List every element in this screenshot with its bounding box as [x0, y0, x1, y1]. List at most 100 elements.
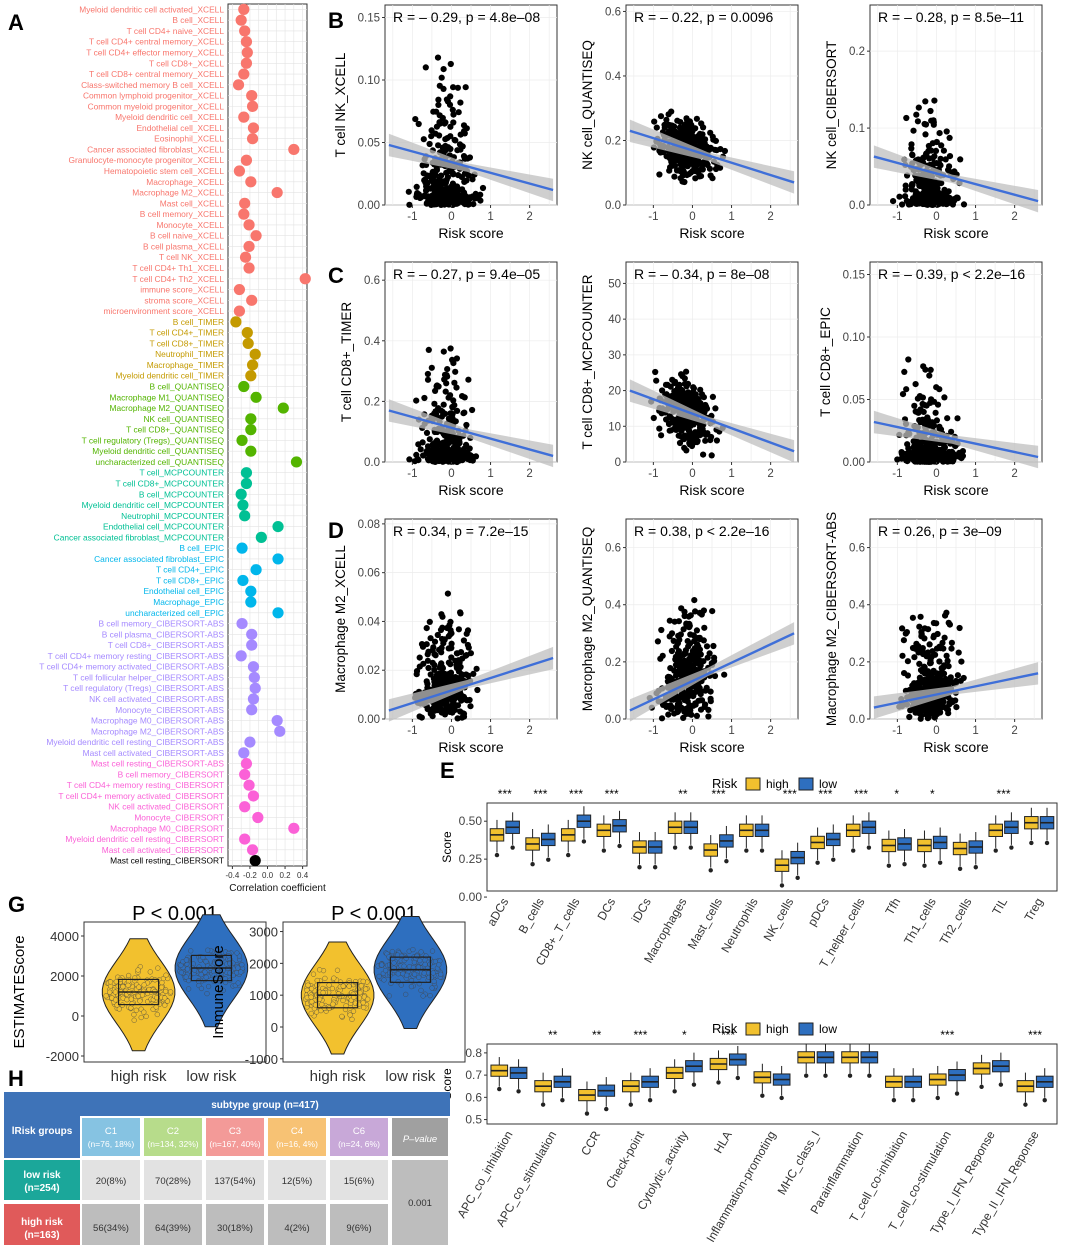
data-point — [928, 117, 935, 124]
correlation-dot — [245, 176, 257, 188]
data-point — [713, 147, 720, 154]
data-point — [426, 436, 433, 443]
data-point — [667, 383, 674, 390]
outlier-point — [637, 865, 642, 870]
regression-line — [388, 656, 554, 712]
y-tick-label: 0.0 — [364, 457, 380, 469]
pvalue-cell — [392, 1160, 448, 1245]
data-point — [429, 175, 436, 182]
outlier-point — [902, 862, 907, 867]
panel-h-table: lRisk groups subtype group (n=417) C1 (n=76… — [4, 1092, 450, 1245]
category-label: NK cell activated_CIBERSORT — [108, 802, 224, 812]
data-point — [441, 201, 448, 208]
data-point — [947, 678, 955, 686]
data-point — [909, 195, 917, 202]
data-point — [461, 178, 468, 185]
category-label: Macrophage M0_CIBERSORT-ABS — [91, 716, 224, 726]
category-label: Mast cell resting_CIBERSORT — [110, 856, 224, 866]
data-point — [931, 185, 939, 192]
legend-swatch-low — [798, 1022, 814, 1036]
jitter-point — [135, 967, 141, 973]
data-point — [941, 394, 948, 401]
jitter-point — [205, 947, 211, 953]
jitter-point — [391, 960, 397, 966]
category-label: Myeloid dendritic cell activated_XCELL — [79, 4, 224, 14]
correlation-annotation: R = – 0.29, p = 4.8e–08 — [393, 9, 540, 25]
data-point — [447, 93, 454, 100]
data-point — [452, 448, 459, 455]
table-cell — [206, 1160, 264, 1200]
correlation-annotation: R = 0.38, p < 2.2e–16 — [634, 523, 770, 539]
correlation-dot — [236, 617, 248, 630]
outlier-point — [910, 1097, 916, 1103]
x-axis-title: Risk score — [679, 739, 745, 755]
category-label: Mast cell_XCELL — [160, 198, 225, 208]
data-point — [936, 425, 943, 432]
x-tick-label: 2 — [767, 211, 773, 223]
jitter-point — [206, 983, 212, 990]
data-point — [663, 116, 670, 123]
data-point — [413, 397, 420, 404]
data-point — [479, 184, 487, 192]
data-point — [425, 193, 432, 200]
data-point — [449, 415, 456, 422]
y-axis-title: T cell CD8+_TIMER — [339, 302, 354, 422]
data-point — [425, 664, 432, 672]
panel-label-g: G — [8, 892, 25, 917]
jitter-point — [330, 1001, 336, 1007]
outlier-point — [979, 1084, 984, 1090]
jitter-point — [147, 969, 153, 975]
data-point — [701, 624, 708, 631]
subtype-name: C2 — [167, 1126, 179, 1137]
data-point — [669, 704, 676, 711]
category-label: NK cell activated_CIBERSORT-ABS — [89, 694, 224, 704]
table-cell-value: 15(6%) — [344, 1176, 375, 1187]
correlation-dot — [233, 283, 246, 296]
jitter-point — [235, 965, 241, 971]
jitter-point — [137, 998, 143, 1004]
data-point — [694, 133, 701, 140]
risk-row-count: (n=163) — [24, 1230, 59, 1241]
jitter-point — [217, 987, 223, 993]
data-point — [459, 143, 466, 150]
data-point — [461, 201, 468, 208]
panel-b-scatter-row: R = – 0.29, p = 4.8e–08-1 0 1 20.000.050.10… — [333, 4, 1043, 241]
data-point — [438, 649, 445, 656]
outlier-point — [691, 1082, 697, 1087]
category-label: T cell NK_XCELL — [159, 252, 224, 262]
legend-label-low: low — [819, 777, 837, 791]
data-point — [459, 186, 466, 193]
data-point — [454, 84, 461, 91]
data-point — [441, 196, 448, 203]
data-point — [413, 668, 421, 675]
correlation-dot — [235, 14, 247, 26]
jitter-point — [107, 979, 114, 985]
jitter-point — [412, 971, 418, 977]
data-point — [692, 608, 699, 615]
jitter-point — [326, 982, 332, 988]
data-point — [923, 711, 930, 718]
jitter-point — [113, 979, 119, 985]
data-point — [917, 715, 924, 722]
data-point — [936, 658, 943, 665]
jitter-point — [198, 971, 204, 978]
outlier-point — [998, 1082, 1004, 1087]
y-tick-label: 40 — [608, 314, 621, 326]
data-point — [429, 647, 436, 654]
jitter-point — [436, 962, 442, 968]
jitter-point — [363, 986, 369, 992]
data-point — [437, 182, 444, 190]
category-label: Eosinophil_XCELL — [154, 134, 224, 144]
correlation-dot — [239, 197, 251, 209]
significance-marker: *** — [569, 787, 583, 801]
y-tick-label: -1000 — [245, 1052, 278, 1067]
data-point — [944, 200, 951, 207]
data-point — [920, 363, 927, 370]
category-label: T cell CD8+_MCPCOUNTER — [115, 478, 224, 488]
outlier-point — [935, 1095, 940, 1101]
jitter-point — [168, 989, 174, 995]
data-point — [439, 408, 446, 415]
data-point — [936, 130, 943, 137]
data-point — [712, 405, 719, 412]
correlation-dot — [250, 564, 262, 576]
